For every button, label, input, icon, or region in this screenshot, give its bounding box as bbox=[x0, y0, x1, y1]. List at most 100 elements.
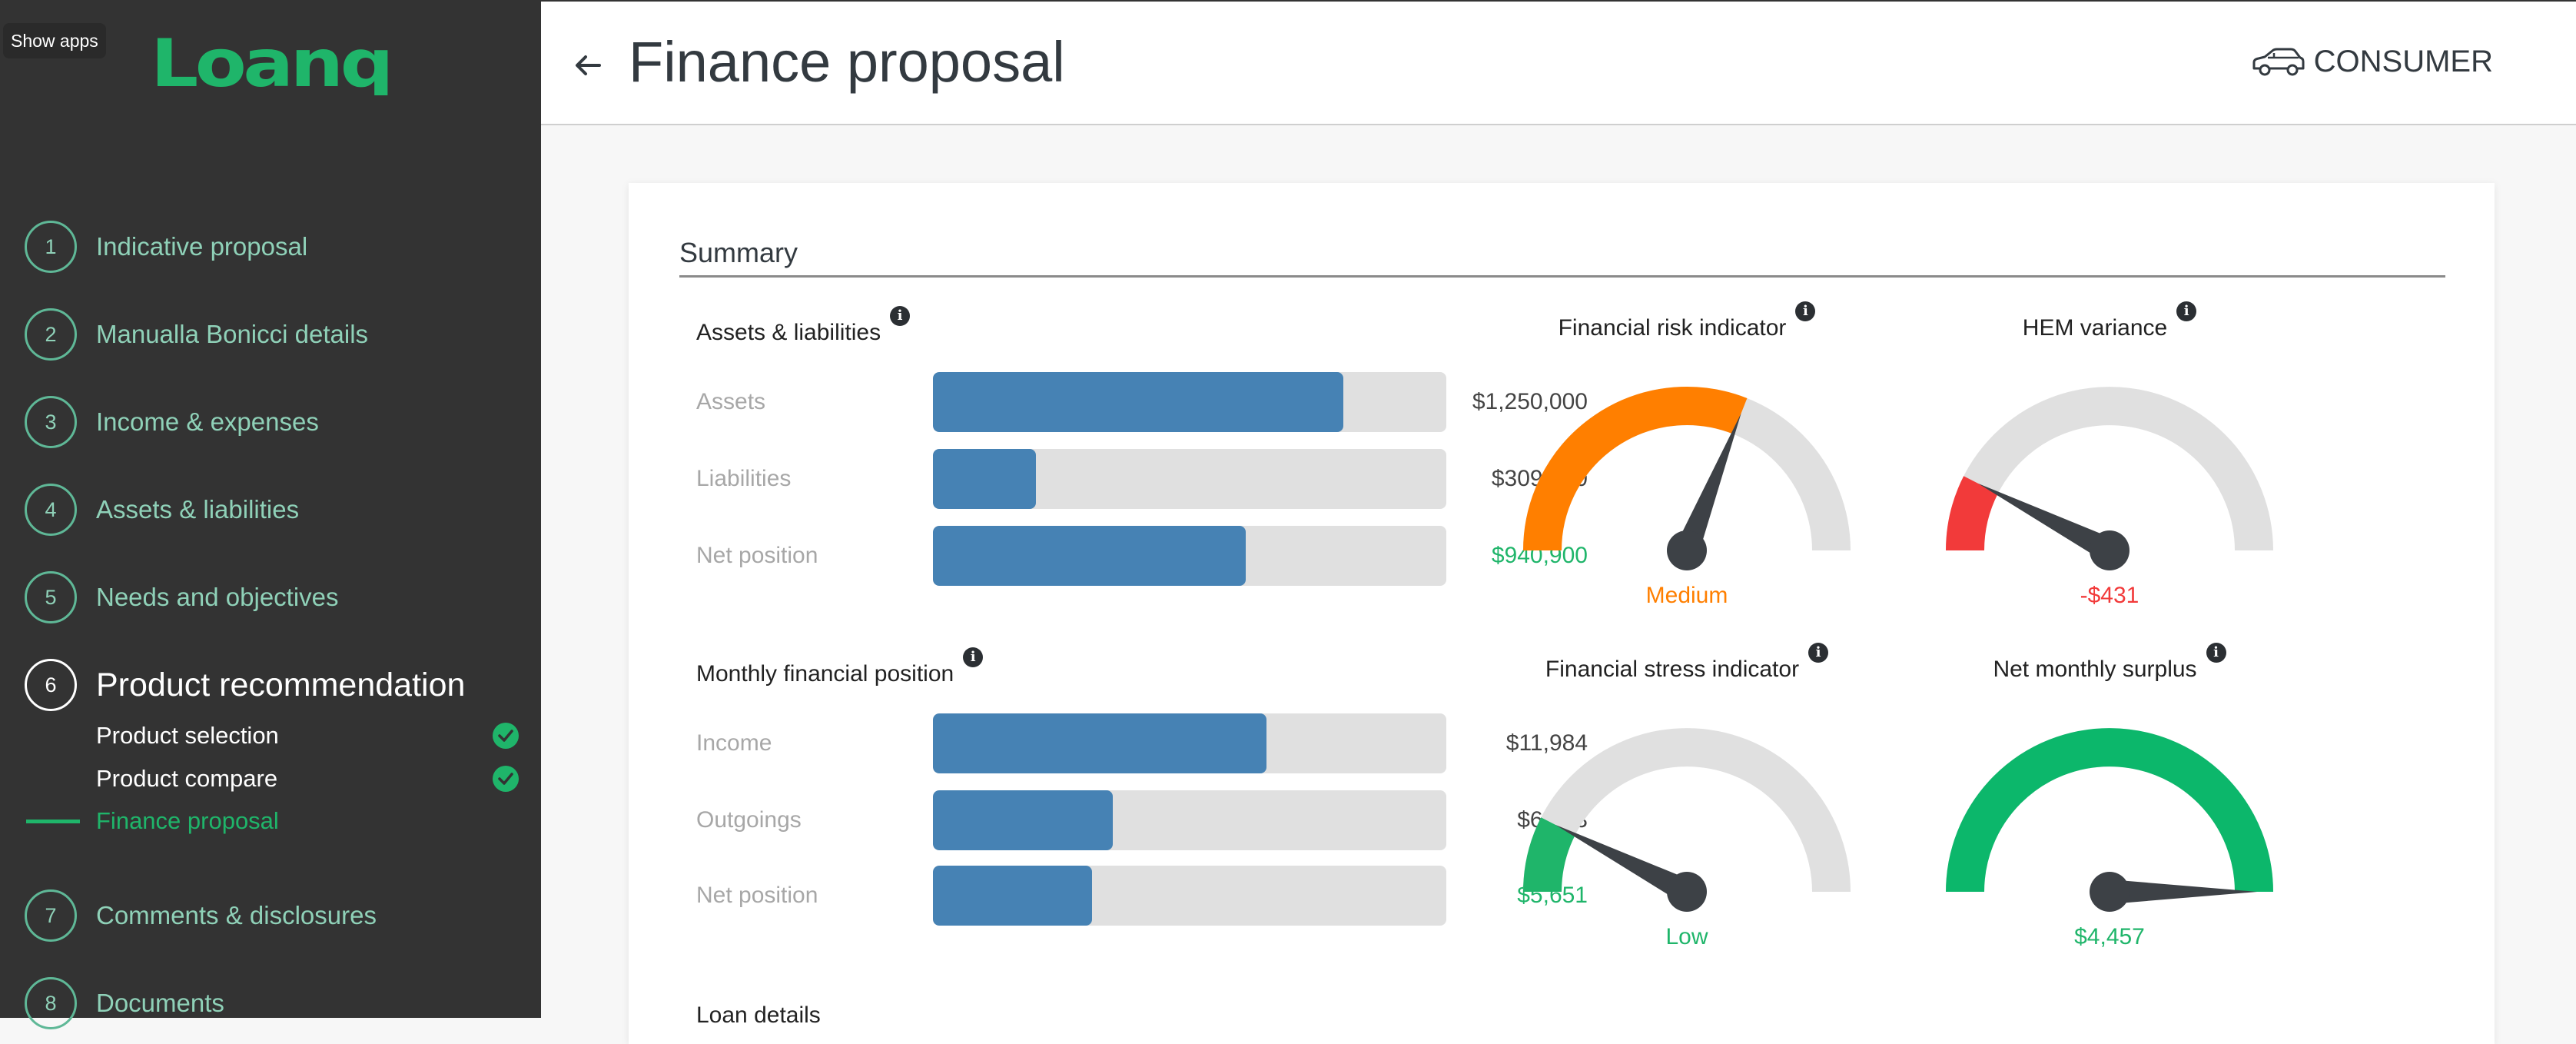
gauge-title-text: Financial stress indicator bbox=[1545, 657, 1800, 682]
gauge-fill bbox=[1946, 728, 2273, 893]
gauge-title: Net monthly surplus i bbox=[1937, 643, 2282, 683]
step-number: 5 bbox=[25, 571, 77, 623]
step-label: Assets & liabilities bbox=[96, 495, 300, 524]
step-needs-objectives[interactable]: 5 Needs and objectives bbox=[25, 570, 339, 624]
monthly-position-title: Monthly financial position i bbox=[696, 647, 984, 687]
check-icon bbox=[493, 723, 519, 749]
step-indicative-proposal[interactable]: 1 Indicative proposal bbox=[25, 220, 307, 274]
bar-label: Assets bbox=[696, 389, 766, 414]
bar-track bbox=[933, 866, 1446, 926]
assets-liabilities-title: Assets & liabilities i bbox=[696, 306, 911, 346]
bar-row-assets: Assets $1,250,000 bbox=[696, 372, 1588, 432]
substep-product-compare[interactable]: Product compare bbox=[96, 762, 519, 796]
bar-value: $1,250,000 bbox=[1472, 389, 1588, 414]
gauge-fill bbox=[1523, 387, 1748, 551]
bar-track bbox=[933, 713, 1446, 773]
substep-label: Finance proposal bbox=[96, 807, 279, 834]
back-arrow-icon[interactable] bbox=[569, 46, 607, 85]
summary-card: Summary Assets & liabilities i Assets $1… bbox=[629, 183, 2495, 1044]
step-number: 4 bbox=[25, 484, 77, 536]
bar-row-monthly-net-position: Net position $5,651 bbox=[696, 866, 1588, 926]
step-number: 7 bbox=[25, 889, 77, 942]
step-label: Comments & disclosures bbox=[96, 901, 377, 929]
info-icon[interactable]: i bbox=[2206, 643, 2226, 663]
substep-product-selection[interactable]: Product selection bbox=[96, 719, 519, 753]
step-number: 1 bbox=[25, 221, 77, 273]
bar-fill bbox=[933, 790, 1113, 850]
bar-fill bbox=[933, 449, 1036, 509]
bar-label: Net position bbox=[696, 883, 818, 908]
step-label: Income & expenses bbox=[96, 407, 319, 436]
step-label: Product recommendation bbox=[96, 666, 466, 703]
gauge-needle bbox=[2110, 879, 2257, 904]
show-apps-tooltip: Show apps bbox=[3, 23, 106, 58]
step-income-expenses[interactable]: 3 Income & expenses bbox=[25, 395, 319, 449]
gauge-needle-hub bbox=[1667, 530, 1707, 570]
svg-text:Loanq: Loanq bbox=[151, 31, 390, 95]
gauge-title: Financial stress indicator i bbox=[1514, 643, 1860, 683]
gauge-title: HEM variance i bbox=[1937, 301, 2282, 341]
bar-fill bbox=[933, 713, 1267, 773]
consumer-badge[interactable]: CONSUMER bbox=[2251, 45, 2493, 79]
gauge-needle-hub bbox=[2090, 872, 2130, 912]
gauge-dial bbox=[1946, 387, 2273, 570]
section-title-text: Monthly financial position bbox=[696, 661, 954, 687]
gauge-track bbox=[1946, 387, 2273, 551]
loanq-logo[interactable]: Loanq bbox=[151, 31, 390, 95]
gauge-dial bbox=[1523, 728, 1851, 912]
bar-label: Income bbox=[696, 730, 772, 756]
bar-fill bbox=[933, 372, 1344, 432]
gauge-value: Low bbox=[1665, 924, 1708, 949]
bar-track bbox=[933, 372, 1446, 432]
info-icon[interactable]: i bbox=[2176, 301, 2197, 321]
info-icon[interactable]: i bbox=[1808, 643, 1829, 663]
substep-finance-proposal[interactable]: Finance proposal bbox=[96, 804, 519, 838]
gauge-title-text: HEM variance bbox=[2022, 315, 2168, 341]
gauge-needle bbox=[1675, 413, 1741, 555]
gauge-needle bbox=[1977, 483, 2116, 562]
section-title-text: Assets & liabilities bbox=[696, 320, 881, 345]
bar-track bbox=[933, 790, 1446, 850]
page-header: Finance proposal CONSUMER bbox=[541, 0, 2576, 125]
gauge-value: $4,457 bbox=[2074, 924, 2145, 949]
sidebar: Show apps Loanq 1 Indicative proposal 2 … bbox=[0, 0, 541, 1029]
bar-row-income: Income $11,984 bbox=[696, 713, 1588, 773]
bar-label: Outgoings bbox=[696, 807, 802, 833]
gauge-dial bbox=[1523, 387, 1851, 570]
step-comments-disclosures[interactable]: 7 Comments & disclosures bbox=[25, 889, 377, 943]
bar-fill bbox=[933, 526, 1247, 586]
bar-label: Liabilities bbox=[696, 466, 792, 491]
car-icon bbox=[2252, 48, 2305, 75]
bar-track bbox=[933, 449, 1446, 509]
step-documents[interactable]: 8 Documents bbox=[25, 976, 224, 1030]
gauge-title: Financial risk indicator i bbox=[1514, 301, 1860, 341]
info-icon[interactable]: i bbox=[890, 306, 911, 326]
info-icon[interactable]: i bbox=[963, 647, 984, 667]
step-label: Indicative proposal bbox=[96, 232, 308, 261]
bar-fill bbox=[933, 866, 1093, 926]
step-label: Manualla Bonicci details bbox=[96, 320, 369, 348]
gauge-title-text: Net monthly surplus bbox=[1993, 657, 2197, 682]
bar-row-net-position: Net position $940,900 bbox=[696, 526, 1588, 586]
gauge-track bbox=[1523, 728, 1851, 893]
step-label: Needs and objectives bbox=[96, 583, 339, 611]
info-icon[interactable]: i bbox=[1795, 301, 1816, 321]
substep-label: Product compare bbox=[96, 765, 278, 792]
current-substep-indicator bbox=[26, 820, 80, 823]
bar-track bbox=[933, 526, 1446, 586]
gauge-needle-hub bbox=[1667, 872, 1707, 912]
step-number: 8 bbox=[25, 977, 77, 1029]
step-product-recommendation[interactable]: 6 Product recommendation bbox=[25, 658, 465, 712]
bar-label: Net position bbox=[696, 543, 818, 568]
step-assets-liabilities[interactable]: 4 Assets & liabilities bbox=[25, 483, 299, 537]
bar-row-liabilities: Liabilities $309,100 bbox=[696, 449, 1588, 509]
step-number: 3 bbox=[25, 396, 77, 448]
step-applicant-details[interactable]: 2 Manualla Bonicci details bbox=[25, 308, 368, 361]
gauge-fill bbox=[1523, 817, 1576, 893]
next-section-title: Loan details bbox=[696, 1002, 821, 1028]
gauge-value: -$431 bbox=[2080, 583, 2139, 608]
bar-row-outgoings: Outgoings $6,333 bbox=[696, 790, 1588, 850]
substep-label: Product selection bbox=[96, 722, 279, 749]
gauge-needle-hub bbox=[2090, 530, 2130, 570]
consumer-label: CONSUMER bbox=[2313, 45, 2493, 78]
